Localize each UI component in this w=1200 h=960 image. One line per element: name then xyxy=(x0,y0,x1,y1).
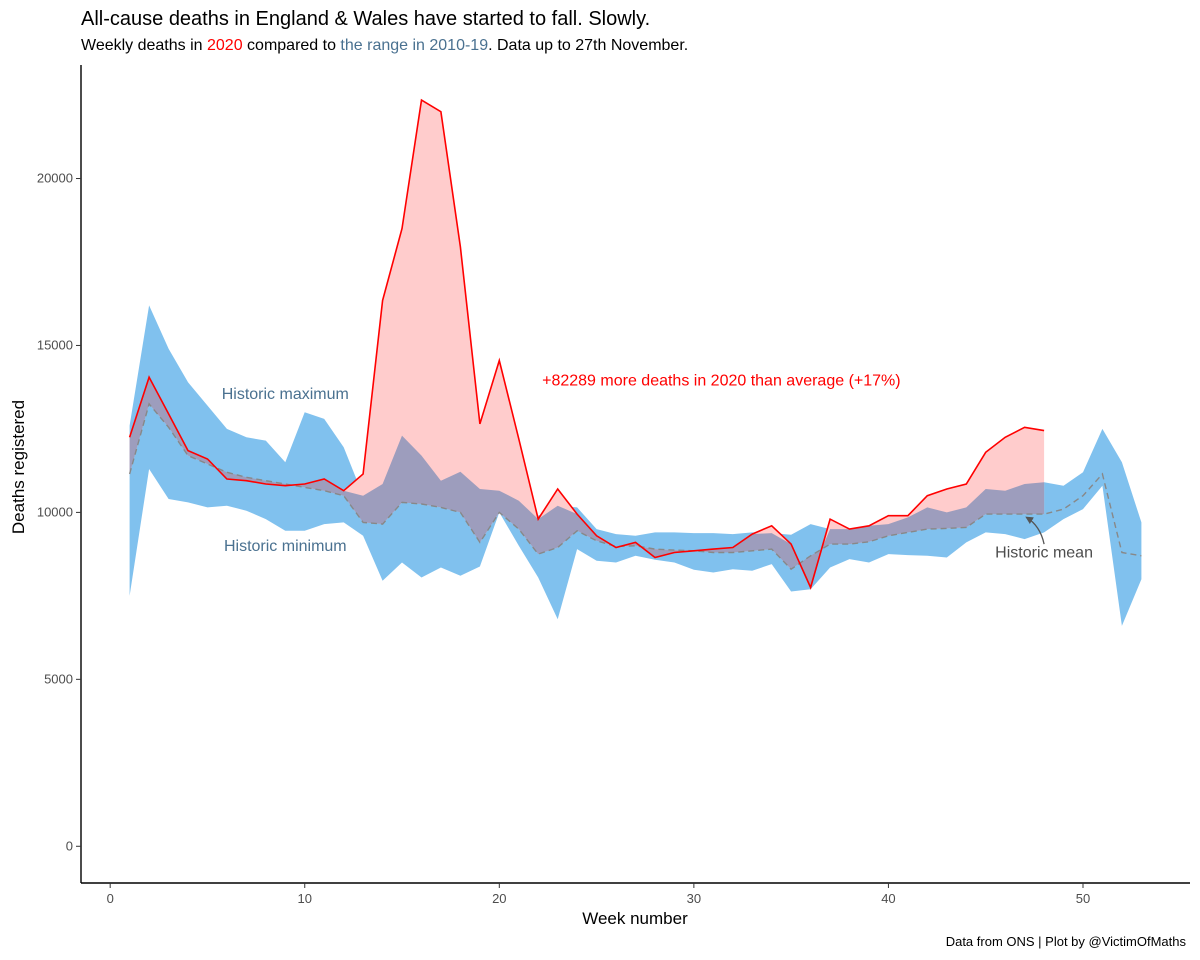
excess-deaths-area-3 xyxy=(291,100,613,555)
subtitle-text-3: . Data up to 27th November. xyxy=(488,37,689,54)
x-axis-ticks: 0 10 20 30 40 50 xyxy=(107,883,1090,906)
y-tick-label: 10000 xyxy=(37,504,73,519)
y-axis-label: Deaths registered xyxy=(9,400,28,534)
subtitle-text-2: compared to xyxy=(242,37,341,54)
subtitle-year: 2020 xyxy=(207,37,243,54)
x-tick-label: 20 xyxy=(492,891,506,906)
deficit-area-4 xyxy=(612,545,621,548)
y-axis-ticks: 0 5000 10000 15000 20000 xyxy=(37,171,81,853)
historic-mean-label: Historic mean xyxy=(995,544,1093,561)
x-tick-label: 40 xyxy=(881,891,895,906)
overlap-band-8 xyxy=(821,482,1045,550)
x-tick-label: 50 xyxy=(1076,891,1090,906)
x-tick-label: 10 xyxy=(298,891,312,906)
historic-range-band xyxy=(129,305,1142,626)
chart-subtitle: Weekly deaths in 2020 compared to the ra… xyxy=(81,37,688,55)
overlap-band-group xyxy=(129,377,1045,588)
overlap-band-6 xyxy=(641,533,800,570)
historic-mean-arrow xyxy=(1025,516,1045,545)
x-tick-label: 30 xyxy=(687,891,701,906)
historic-mean-line xyxy=(128,402,1142,571)
overlap-band-1 xyxy=(129,377,216,474)
historic-maximum-label: Historic maximum xyxy=(222,386,349,403)
excess-deaths-area-8 xyxy=(821,427,1045,550)
subtitle-range: the range in 2010-19 xyxy=(340,37,489,54)
excess-deaths-annotation: +82289 more deaths in 2020 than average … xyxy=(542,373,900,390)
x-tick-label: 0 xyxy=(107,891,114,906)
y-tick-label: 15000 xyxy=(37,337,73,352)
chart-title: All-cause deaths in England & Wales have… xyxy=(81,8,651,30)
deficit-area-7 xyxy=(799,549,822,588)
deaths-2020-line xyxy=(128,98,1045,590)
historic-minimum-label: Historic minimum xyxy=(224,538,347,555)
y-tick-label: 0 xyxy=(66,838,73,853)
subtitle-text-1: Weekly deaths in xyxy=(81,37,207,54)
source-caption: Data from ONS | Plot by @VictimOfMaths xyxy=(945,934,1186,949)
deficit-area-2 xyxy=(215,467,292,486)
overlap-band-3 xyxy=(291,435,613,555)
y-tick-label: 5000 xyxy=(44,671,73,686)
x-axis-label: Week number xyxy=(582,909,688,928)
y-tick-label: 20000 xyxy=(37,171,73,186)
